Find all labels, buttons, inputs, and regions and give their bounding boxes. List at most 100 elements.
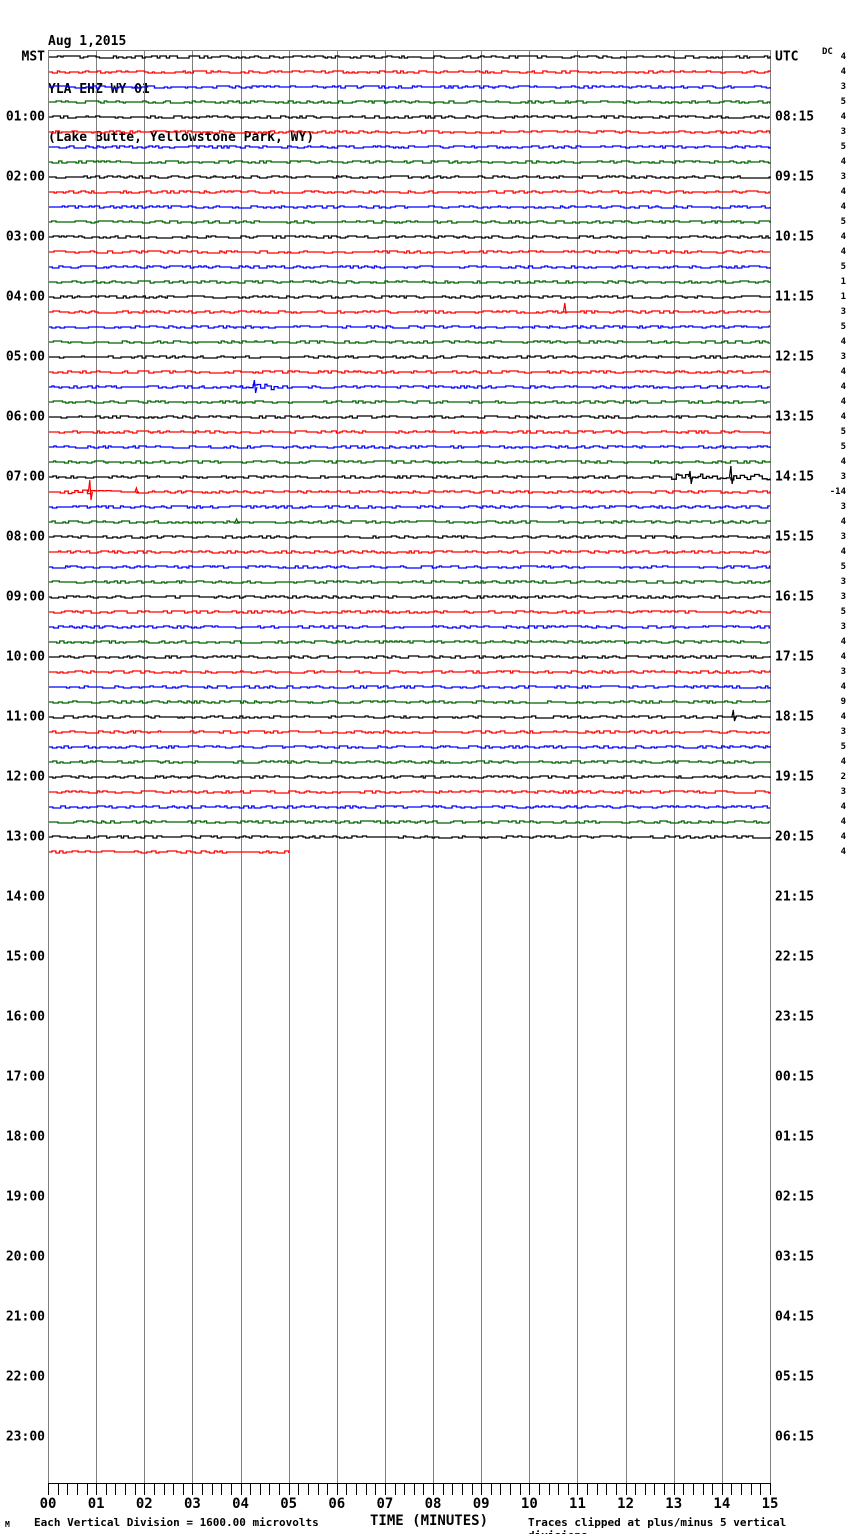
minute-tick-label-03: 03 — [183, 1496, 201, 1512]
mst-hour-label-2200: 22:00 — [5, 1369, 45, 1385]
minute-tick-label-10: 10 — [520, 1496, 538, 1512]
trace-row-33 — [49, 550, 771, 554]
utc-hour-label-1115: 11:15 — [775, 289, 815, 305]
trace-row-3 — [49, 100, 771, 104]
dc-offset-row-9: 4 — [840, 187, 846, 197]
dc-offset-row-35: 3 — [840, 577, 846, 587]
trace-row-19 — [49, 340, 770, 344]
trace-row-34 — [49, 565, 771, 569]
dc-offset-row-15: 1 — [840, 277, 846, 287]
utc-hour-label-1615: 16:15 — [775, 589, 815, 605]
trace-row-9 — [49, 190, 770, 194]
dc-offset-row-31: 4 — [840, 517, 846, 527]
trace-row-20 — [49, 355, 771, 359]
left-axis-title: MST — [21, 49, 45, 65]
dc-offset-row-25: 5 — [840, 427, 846, 437]
utc-hour-label-0415: 04:15 — [775, 1309, 815, 1325]
trace-row-44 — [49, 715, 771, 719]
dc-offset-row-28: 3 — [840, 472, 846, 482]
mst-hour-label-0900: 09:00 — [5, 589, 45, 605]
dc-offset-row-48: 2 — [840, 772, 846, 782]
trace-row-14 — [49, 265, 771, 269]
dc-offset-row-0: 4 — [840, 52, 846, 62]
trace-row-50 — [49, 805, 770, 809]
mst-hour-label-1300: 13:00 — [5, 829, 45, 845]
dc-offset-row-14: 5 — [840, 262, 846, 272]
trace-row-49 — [49, 790, 771, 794]
trace-row-53 — [49, 850, 290, 854]
trace-row-8 — [49, 175, 771, 179]
trace-row-11 — [49, 220, 771, 224]
dc-offset-row-6: 5 — [840, 142, 846, 152]
minute-tick-label-13: 13 — [665, 1496, 683, 1512]
dc-offset-row-29: -14 — [829, 487, 846, 497]
time-axis — [48, 1483, 771, 1495]
event-spike-row-28 — [728, 465, 735, 485]
dc-offset-row-39: 4 — [840, 637, 846, 647]
utc-hour-label-0015: 00:15 — [775, 1069, 815, 1085]
trace-row-29 — [49, 489, 771, 495]
trace-row-12 — [49, 235, 771, 239]
trace-row-22 — [49, 383, 770, 391]
trace-row-6 — [49, 145, 771, 149]
trace-row-48 — [49, 775, 771, 779]
trace-row-16 — [49, 295, 771, 299]
dc-offset-row-21: 4 — [840, 367, 846, 377]
trace-row-31 — [49, 520, 771, 524]
utc-hour-label-0515: 05:15 — [775, 1369, 815, 1385]
event-spike-row-31 — [234, 517, 240, 523]
utc-hour-label-0815: 08:15 — [775, 109, 815, 125]
utc-hour-label-0615: 06:15 — [775, 1429, 815, 1445]
trace-row-39 — [49, 640, 770, 644]
dc-offset-row-5: 3 — [840, 127, 846, 137]
dc-offset-row-45: 3 — [840, 727, 846, 737]
utc-hour-label-2215: 22:15 — [775, 949, 815, 965]
dc-offset-row-4: 4 — [840, 112, 846, 122]
dc-offset-row-52: 4 — [840, 832, 846, 842]
dc-column-header: DC — [822, 47, 833, 57]
utc-hour-label-1915: 19:15 — [775, 769, 815, 785]
minute-gridlines — [48, 50, 771, 1483]
mst-hour-label-0700: 07:00 — [5, 469, 45, 485]
mst-hour-label-1000: 10:00 — [5, 649, 45, 665]
dc-offset-row-36: 3 — [840, 592, 846, 602]
trace-row-13 — [49, 250, 770, 254]
dc-offset-row-3: 5 — [840, 97, 846, 107]
trace-row-0 — [49, 55, 771, 59]
trace-row-25 — [49, 430, 771, 434]
dc-offset-row-47: 4 — [840, 757, 846, 767]
minute-tick-label-12: 12 — [617, 1496, 635, 1512]
utc-hour-label-0315: 03:15 — [775, 1249, 815, 1265]
minute-tick-label-08: 08 — [424, 1496, 442, 1512]
dc-offset-row-23: 4 — [840, 397, 846, 407]
dc-offset-row-17: 3 — [840, 307, 846, 317]
footer-clip-note: Traces clipped at plus/minus 5 vertical … — [528, 1516, 787, 1534]
right-axis-title: UTC — [775, 49, 799, 65]
event-spike-row-22 — [252, 379, 258, 394]
mst-hour-label-0300: 03:00 — [5, 229, 45, 245]
trace-row-38 — [49, 625, 770, 629]
footer-scale-note: Each Vertical Division = 1600.00 microvo… — [34, 1516, 319, 1529]
utc-hour-label-1315: 13:15 — [775, 409, 815, 425]
minute-tick-label-09: 09 — [472, 1496, 490, 1512]
dc-offset-row-1: 4 — [840, 67, 846, 77]
trace-row-43 — [49, 700, 771, 704]
trace-row-4 — [49, 115, 770, 119]
utc-hour-label-0215: 02:15 — [775, 1189, 815, 1205]
dc-offset-row-43: 9 — [840, 697, 846, 707]
mst-hour-label-0500: 05:00 — [5, 349, 45, 365]
dc-offset-row-34: 5 — [840, 562, 846, 572]
trace-row-26 — [49, 445, 771, 449]
trace-row-10 — [49, 205, 771, 209]
dc-offset-row-41: 3 — [840, 667, 846, 677]
utc-hour-label-1015: 10:15 — [775, 229, 815, 245]
event-spike-row-29 — [87, 479, 93, 501]
minute-tick-label-02: 02 — [135, 1496, 153, 1512]
dc-offset-row-32: 3 — [840, 532, 846, 542]
trace-row-51 — [49, 820, 770, 824]
mst-hour-label-2000: 20:00 — [5, 1249, 45, 1265]
utc-hour-label-0915: 09:15 — [775, 169, 815, 185]
utc-hour-label-0115: 01:15 — [775, 1129, 815, 1145]
utc-hour-label-2115: 21:15 — [775, 889, 815, 905]
